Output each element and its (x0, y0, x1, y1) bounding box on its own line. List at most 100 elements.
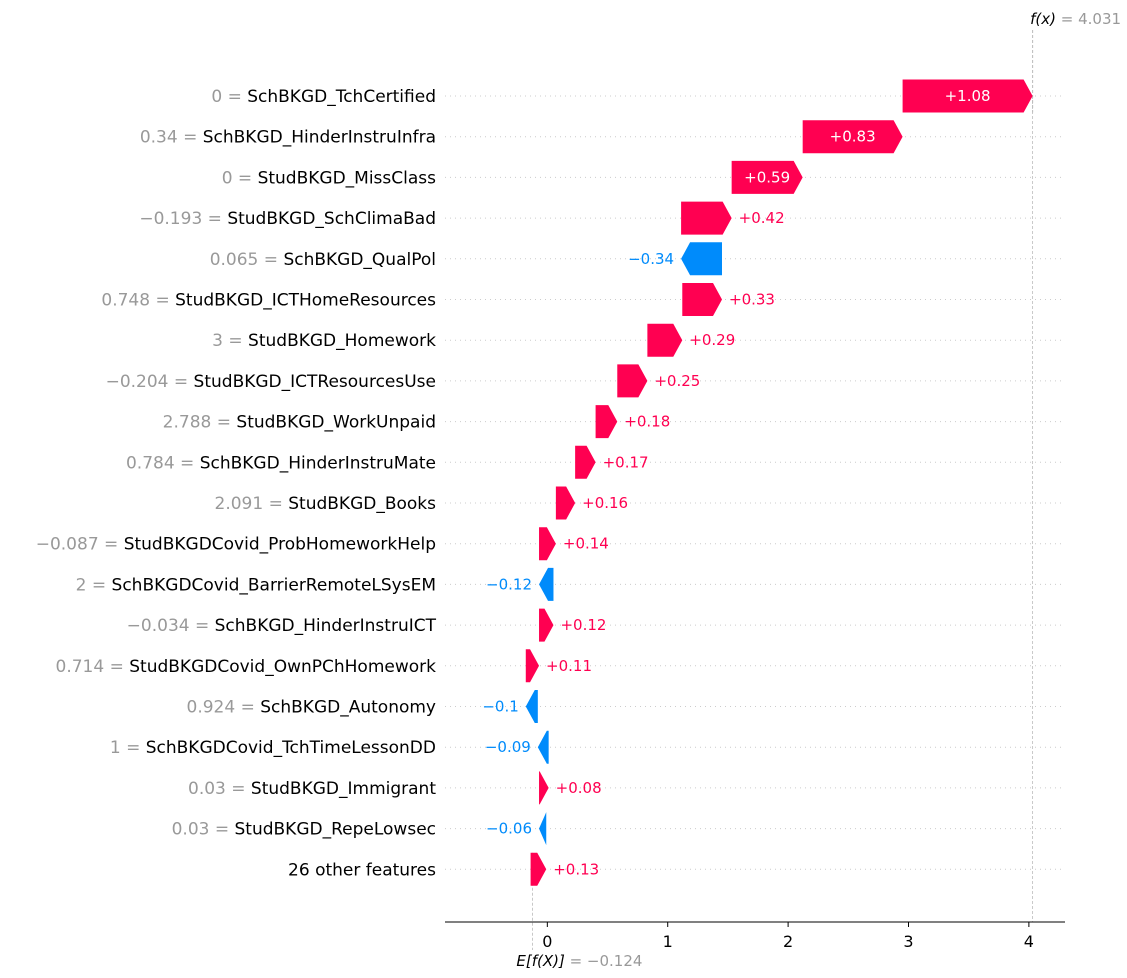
feature-label: −0.034 = SchBKGD_HinderInstruICT (127, 616, 437, 636)
bar-StudBKGD_SchClimaBad (681, 201, 732, 235)
feature-value: −0.087 = (36, 535, 124, 555)
feature-value: 0.03 = (172, 820, 235, 840)
feature-label: 3 = StudBKGD_Homework (212, 331, 436, 351)
feature-label: 0.924 = SchBKGD_Autonomy (187, 698, 437, 718)
bar-StudBKGD_Homework (647, 323, 683, 357)
bar-StudBKGD_ICTHomeResources (682, 283, 723, 316)
bar-label-StudBKGDCovid_OwnPChHomework: +0.11 (546, 657, 592, 675)
feature-name: SchBKGD_TchCertified (247, 87, 436, 107)
bar-label-StudBKGD_MissClass: +0.59 (744, 168, 790, 186)
bar-label-SchBKGD_HinderInstruICT: +0.12 (560, 616, 606, 634)
feature-label: 26 other features (288, 860, 436, 880)
bar-SchBKGD_QualPol (681, 242, 723, 276)
feature-name: StudBKGDCovid_OwnPChHomework (129, 657, 436, 677)
bar-StudBKGD_ICTResourcesUse (617, 364, 648, 398)
bar-SchBKGD_TchCertified (902, 79, 1033, 113)
bar-SchBKGD_Autonomy (525, 690, 538, 723)
feature-label: 2.091 = StudBKGD_Books (215, 494, 437, 514)
final-value-label: f(x) (1030, 10, 1061, 28)
bar-SchBKGD_HinderInstruICT (539, 608, 554, 642)
feature-value: 0 = (222, 168, 258, 188)
bar-StudBKGD_Immigrant (539, 771, 549, 805)
bar-label-StudBKGD_ICTResourcesUse: +0.25 (654, 372, 700, 390)
feature-label: 2 = SchBKGDCovid_BarrierRemoteLSysEM (76, 575, 436, 595)
feature-value: 0 = (211, 87, 247, 107)
feature-label: 0 = SchBKGD_TchCertified (211, 87, 436, 107)
feature-value: −0.204 = (106, 372, 194, 392)
feature-name: StudBKGD_Immigrant (251, 779, 436, 799)
final-value-text: = 4.031 (1061, 10, 1121, 28)
feature-label: 0.748 = StudBKGD_ICTHomeResources (101, 291, 436, 311)
feature-label: 0.065 = SchBKGD_QualPol (210, 250, 436, 270)
feature-labels: 0 = SchBKGD_TchCertified 0.34 = SchBKGD_H… (36, 87, 437, 880)
bar-label-26 other features: +0.13 (553, 860, 599, 878)
feature-name: SchBKGD_QualPol (283, 250, 436, 270)
feature-name: StudBKGD_WorkUnpaid (236, 413, 436, 433)
bar-26 other features (530, 852, 547, 886)
feature-value: 0.714 = (56, 657, 130, 677)
bar-label-StudBKGD_WorkUnpaid: +0.18 (624, 413, 670, 431)
base-value-annotation: E[f(X)] = −0.124 (516, 952, 642, 970)
feature-name: StudBKGD_RepeLowsec (235, 820, 437, 840)
bar-label-StudBKGDCovid_ProbHomeworkHelp: +0.14 (563, 535, 609, 553)
bar-label-SchBKGD_HinderInstruMate: +0.17 (603, 453, 649, 471)
feature-name: SchBKGD_HinderInstruICT (215, 616, 437, 636)
bar-StudBKGD_WorkUnpaid (595, 405, 618, 439)
bar-label-StudBKGD_SchClimaBad: +0.42 (739, 209, 785, 227)
bar-StudBKGD_Books (555, 486, 576, 520)
bar-StudBKGDCovid_ProbHomeworkHelp (539, 527, 556, 561)
feature-name: SchBKGDCovid_TchTimeLessonDD (146, 738, 436, 758)
bar-label-StudBKGD_Homework: +0.29 (689, 331, 735, 349)
feature-label: −0.087 = StudBKGDCovid_ProbHomeworkHelp (36, 535, 436, 555)
bar-label-SchBKGDCovid_TchTimeLessonDD: −0.09 (485, 738, 531, 756)
feature-label: 0.03 = StudBKGD_Immigrant (188, 779, 436, 799)
feature-name: SchBKGD_HinderInstruMate (200, 453, 436, 473)
bar-label-SchBKGD_HinderInstruInfra: +0.83 (830, 128, 876, 146)
bar-SchBKGD_HinderInstruMate (575, 445, 596, 479)
feature-value: 2.091 = (215, 494, 289, 514)
x-axis: 0 1 2 3 4 (445, 921, 1065, 951)
x-tick-label: 1 (663, 932, 673, 951)
final-value-annotation: f(x) = 4.031 (1030, 10, 1121, 28)
waterfall-bars: +1.08 +0.83 +0.59 +0.42 −0.34 +0.33 +0.29 +0.25… (482, 79, 1033, 886)
feature-label: 1 = SchBKGDCovid_TchTimeLessonDD (110, 738, 436, 758)
bar-label-StudBKGD_Books: +0.16 (582, 494, 628, 512)
feature-value: 0.784 = (126, 453, 200, 473)
bar-label-SchBKGD_TchCertified: +1.08 (945, 87, 991, 105)
bar-label-StudBKGD_ICTHomeResources: +0.33 (729, 291, 775, 309)
feature-value: 0.34 = (140, 128, 203, 148)
feature-label: 0.03 = StudBKGD_RepeLowsec (172, 820, 436, 840)
base-value-text: = −0.124 (570, 952, 643, 970)
feature-value: 3 = (212, 331, 248, 351)
feature-value: −0.034 = (127, 616, 215, 636)
feature-name: StudBKGDCovid_ProbHomeworkHelp (124, 535, 436, 555)
feature-name: SchBKGDCovid_BarrierRemoteLSysEM (112, 575, 436, 595)
feature-label: 0.714 = StudBKGDCovid_OwnPChHomework (56, 657, 437, 677)
feature-label: 0.784 = SchBKGD_HinderInstruMate (126, 453, 436, 473)
bar-SchBKGDCovid_BarrierRemoteLSysEM (539, 567, 554, 601)
feature-value: 0.065 = (210, 250, 284, 270)
feature-name: StudBKGD_MissClass (258, 168, 437, 188)
feature-name: 26 other features (288, 860, 436, 880)
feature-value: 0.03 = (188, 779, 251, 799)
feature-name: StudBKGD_SchClimaBad (227, 209, 436, 229)
x-tick-label: 0 (542, 932, 552, 951)
feature-value: 0.924 = (187, 698, 261, 718)
feature-name: SchBKGD_Autonomy (260, 698, 436, 718)
feature-name: StudBKGD_Books (288, 494, 436, 514)
bar-StudBKGD_MissClass (731, 160, 803, 194)
feature-value: 1 = (110, 738, 146, 758)
x-tick-label: 3 (903, 932, 913, 951)
feature-name: StudBKGD_Homework (248, 331, 436, 351)
feature-name: StudBKGD_ICTHomeResources (175, 291, 436, 311)
feature-name: StudBKGD_ICTResourcesUse (194, 372, 436, 392)
feature-label: 0 = StudBKGD_MissClass (222, 168, 436, 188)
x-tick-label: 4 (1024, 932, 1034, 951)
bar-label-StudBKGD_Immigrant: +0.08 (556, 779, 602, 797)
bar-StudBKGDCovid_OwnPChHomework (525, 649, 540, 683)
value-annotations: f(x) = 4.031 E[f(X)] = −0.124 (516, 10, 1121, 970)
feature-value: 0.748 = (101, 291, 175, 311)
bar-StudBKGD_RepeLowsec (539, 812, 547, 846)
feature-name: SchBKGD_HinderInstruInfra (203, 128, 436, 148)
